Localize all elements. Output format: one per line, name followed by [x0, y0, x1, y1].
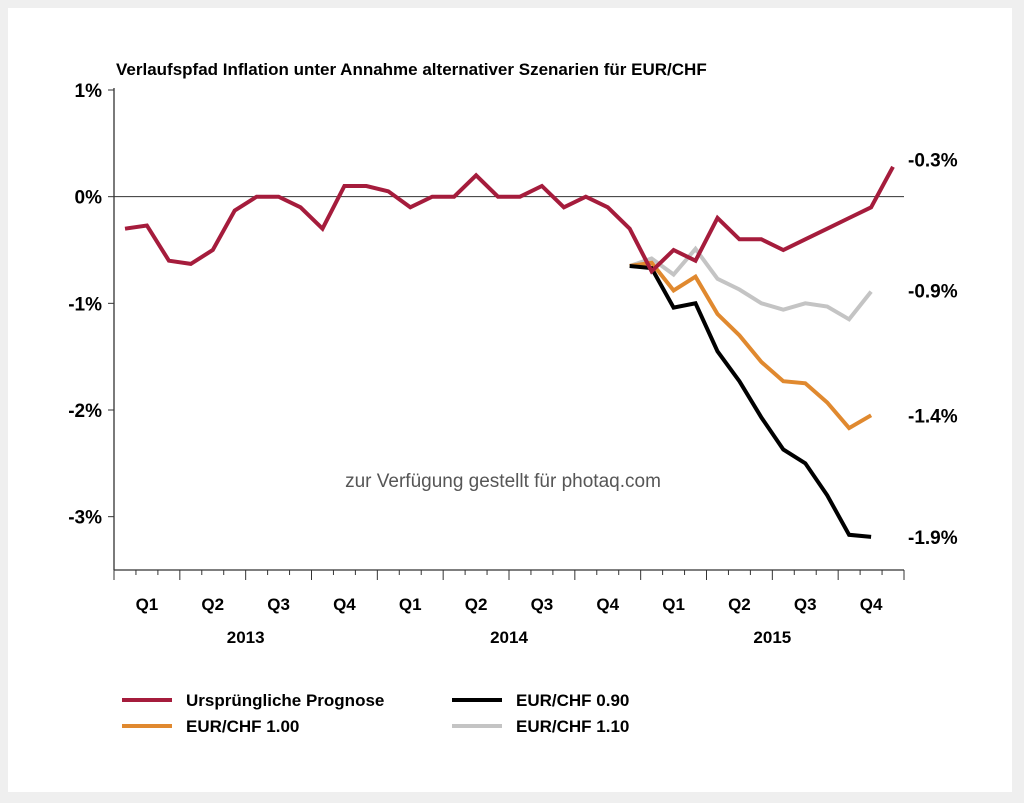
quarter-label: Q2: [728, 595, 751, 614]
series-line-eur-chf-1-10: [629, 245, 873, 322]
quarter-label: Q2: [465, 595, 488, 614]
series-line-urspr-ngliche-prognose: [124, 165, 895, 275]
legend-label: EUR/CHF 1.10: [516, 717, 629, 736]
end-value-label: -0.9%: [908, 282, 958, 303]
chart-panel: [8, 8, 1012, 792]
quarter-label: Q4: [333, 595, 356, 614]
series-line-eur-chf-0-90: [629, 264, 872, 539]
y-tick-label: -2%: [68, 401, 102, 422]
quarter-label: Q1: [662, 595, 685, 614]
end-value-label: -1.9%: [908, 528, 958, 549]
year-label: 2013: [227, 628, 265, 647]
end-value-label: -0.3%: [908, 150, 958, 171]
year-label: 2014: [490, 628, 528, 647]
legend-label: EUR/CHF 0.90: [516, 691, 629, 710]
quarter-label: Q3: [267, 595, 290, 614]
quarter-label: Q2: [201, 595, 224, 614]
quarter-label: Q4: [860, 595, 883, 614]
y-tick-label: -3%: [68, 508, 102, 529]
quarter-label: Q1: [136, 595, 159, 614]
y-tick-label: -1%: [68, 294, 102, 315]
watermark: zur Verfügung gestellt für photaq.com: [345, 471, 661, 492]
quarter-label: Q4: [596, 595, 619, 614]
quarter-label: Q3: [531, 595, 554, 614]
quarter-label: Q3: [794, 595, 817, 614]
series-line-eur-chf-1-00: [629, 260, 873, 431]
legend-label: Ursprüngliche Prognose: [186, 691, 384, 710]
y-tick-label: 0%: [75, 188, 103, 209]
legend-label: EUR/CHF 1.00: [186, 717, 299, 736]
quarter-label: Q1: [399, 595, 422, 614]
year-label: 2015: [753, 628, 791, 647]
end-value-label: -1.4%: [908, 406, 958, 427]
chart-title: Verlaufspfad Inflation unter Annahme alt…: [116, 60, 707, 79]
y-tick-label: 1%: [75, 81, 103, 102]
